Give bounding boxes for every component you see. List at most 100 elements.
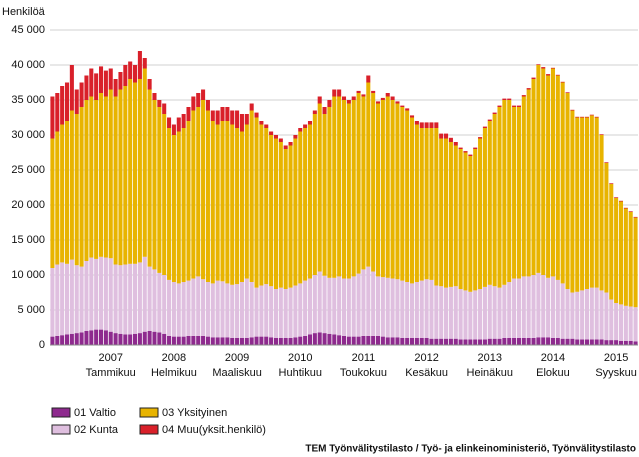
bar-segment — [133, 333, 138, 345]
bar-segment — [123, 264, 128, 335]
bar-segment — [269, 135, 274, 287]
bar-segment — [79, 82, 84, 107]
bar-segment — [618, 304, 624, 341]
bar-segment — [580, 117, 585, 291]
bar-segment — [303, 128, 308, 281]
bar-segment — [356, 273, 361, 337]
bar-segment — [84, 75, 89, 100]
bar-segment — [55, 264, 60, 336]
bar-segment — [555, 279, 560, 338]
bar-segment — [147, 89, 152, 267]
bar-segment — [235, 128, 240, 285]
bar-segment — [375, 276, 381, 336]
bar-segment — [429, 279, 434, 339]
bar-segment — [307, 121, 313, 125]
bar-segment — [550, 67, 555, 69]
bar-segment — [458, 147, 463, 149]
bar-segment — [264, 284, 269, 337]
bar-segment — [152, 331, 157, 345]
bar-segment — [410, 115, 415, 118]
bar-segment — [332, 89, 337, 97]
bar-segment — [74, 89, 79, 114]
bar-segment — [133, 65, 138, 83]
x-tick-label: 2012 Kesäkuu — [405, 352, 449, 379]
bar-segment — [414, 338, 419, 345]
bar-segment — [123, 65, 128, 86]
bar-segment — [312, 275, 317, 334]
bar-segment — [400, 280, 405, 338]
bar-segment — [628, 212, 633, 307]
bar-segment — [278, 142, 283, 288]
bar-segment — [444, 133, 449, 139]
bar-segment — [346, 100, 351, 104]
bar-segment — [410, 117, 415, 284]
bar-segment — [201, 100, 206, 280]
bar-segment — [176, 283, 181, 337]
bar-segment — [152, 269, 157, 332]
bar-segment — [478, 138, 483, 289]
bar-segment — [181, 114, 186, 128]
bar-segment — [385, 96, 390, 278]
bar-segment — [623, 208, 628, 306]
bar-segment — [366, 75, 371, 83]
bar-segment — [536, 337, 541, 345]
bar-segment — [118, 333, 123, 345]
bar-segment — [98, 329, 104, 345]
bar-segment — [273, 135, 278, 139]
bar-segment — [419, 128, 424, 281]
bar-segment — [137, 79, 142, 263]
bar-segment — [633, 216, 638, 218]
bar-segment — [618, 340, 624, 345]
bar-segment — [210, 121, 215, 284]
bar-segment — [380, 100, 385, 278]
bar-segment — [278, 338, 283, 345]
bar-segment — [439, 338, 444, 345]
bar-segment — [628, 306, 633, 341]
bar-segment — [142, 331, 147, 345]
bar-segment — [239, 282, 244, 338]
bar-segment — [244, 338, 249, 345]
bar-segment — [405, 282, 410, 338]
bar-segment — [283, 145, 288, 149]
bar-segment — [453, 286, 458, 339]
bar-segment — [584, 339, 590, 345]
bar-segment — [259, 336, 264, 345]
bar-segment — [541, 68, 546, 275]
bar-segment — [497, 338, 502, 345]
bar-segment — [468, 291, 473, 340]
bar-segment — [366, 335, 371, 345]
bar-segment — [390, 96, 395, 100]
bar-segment — [580, 339, 585, 345]
bar-segment — [298, 131, 303, 284]
bar-segment — [225, 121, 230, 284]
bar-segment — [60, 335, 65, 345]
bar-segment — [458, 339, 463, 345]
bar-segment — [337, 276, 342, 336]
bar-segment — [137, 262, 142, 334]
bar-segment — [322, 107, 327, 114]
bar-segment — [264, 336, 269, 345]
bar-segment — [380, 97, 385, 100]
bar-segment — [516, 338, 521, 345]
bar-segment — [375, 335, 381, 345]
bar-segment — [516, 105, 521, 107]
bar-segment — [215, 337, 220, 345]
bar-segment — [424, 338, 429, 345]
bar-segment — [623, 340, 628, 345]
bar-segment — [439, 133, 444, 139]
y-tick-label: 20 000 — [11, 199, 45, 211]
bar-segment — [283, 149, 288, 289]
bar-segment — [419, 338, 424, 345]
bar-segment — [580, 290, 585, 340]
bar-segment — [521, 95, 526, 97]
bar-segment — [429, 338, 434, 345]
bar-segment — [142, 58, 147, 69]
bar-segment — [589, 339, 594, 345]
bar-segment — [395, 103, 400, 280]
bar-segment — [220, 281, 225, 338]
bar-segment — [303, 124, 308, 128]
bar-segment — [55, 131, 60, 265]
bar-segment — [128, 334, 133, 345]
y-tick-label: 45 000 — [11, 24, 45, 36]
